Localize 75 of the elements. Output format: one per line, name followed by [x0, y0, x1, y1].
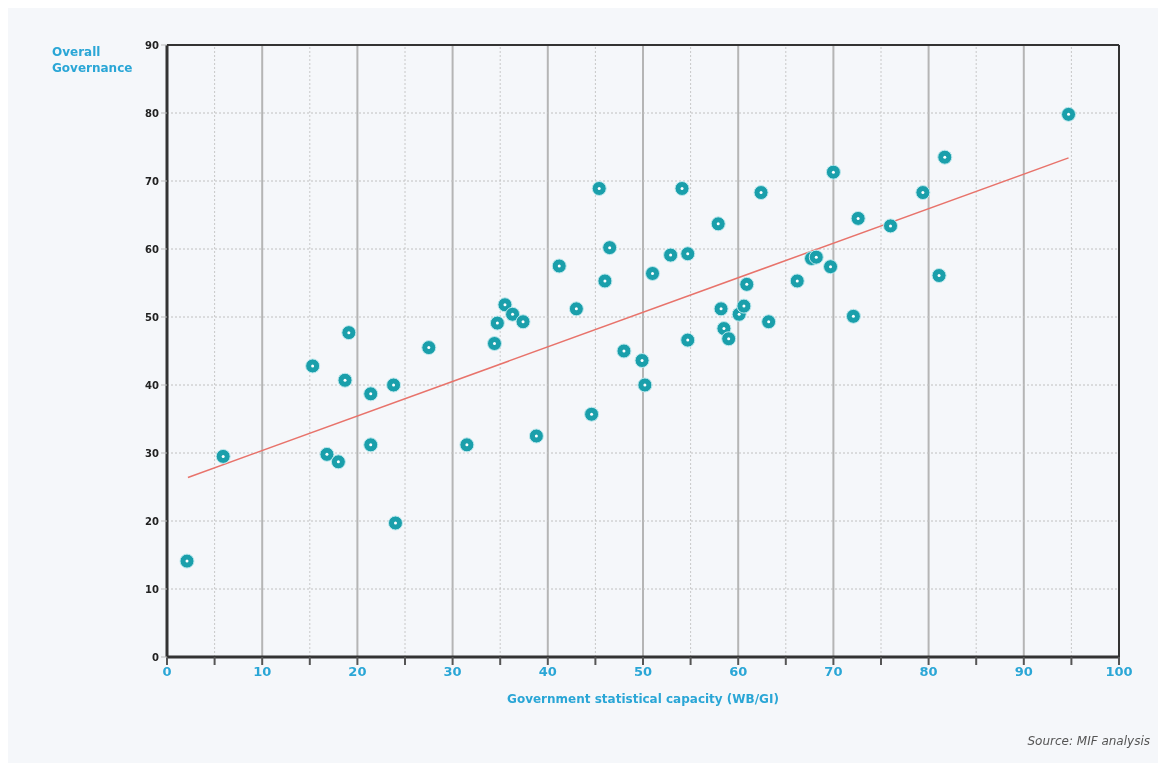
- point: [680, 246, 696, 262]
- point: [387, 515, 403, 531]
- x-tick-label: 40: [538, 664, 557, 680]
- point: [486, 336, 502, 352]
- x-axis-title: Government statistical capacity (WB/GI): [506, 692, 780, 706]
- point: [497, 297, 513, 313]
- point: [597, 273, 613, 289]
- point: [710, 216, 726, 232]
- point: [421, 340, 437, 356]
- point: [825, 164, 841, 180]
- x-tick-label: 80: [919, 664, 938, 680]
- point: [337, 372, 353, 388]
- x-tick-label: 0: [162, 664, 172, 680]
- point: [568, 301, 584, 317]
- y-axis-title: Overall Governance: [52, 44, 134, 76]
- y-tick-label: 40: [145, 379, 160, 391]
- point: [584, 406, 600, 422]
- y-tick-label: 30: [145, 447, 160, 459]
- x-tick-label: 30: [443, 664, 462, 680]
- point: [616, 343, 632, 359]
- point: [739, 276, 755, 292]
- x-tick-label: 90: [1014, 664, 1033, 680]
- point: [721, 331, 737, 347]
- x-tick-label: 70: [824, 664, 843, 680]
- y-tick-label: 70: [145, 175, 160, 187]
- point: [915, 185, 931, 201]
- point: [845, 308, 861, 324]
- point: [736, 298, 752, 314]
- point: [823, 259, 839, 275]
- point: [1061, 106, 1077, 122]
- point: [663, 247, 679, 263]
- x-tick-label: 20: [348, 664, 367, 680]
- point: [713, 301, 729, 317]
- point: [789, 273, 805, 289]
- y-tick-label: 20: [145, 515, 160, 527]
- point: [937, 149, 953, 165]
- point: [528, 428, 544, 444]
- point: [215, 448, 231, 464]
- point: [363, 437, 379, 453]
- point: [674, 180, 690, 196]
- point: [363, 386, 379, 402]
- point: [753, 185, 769, 201]
- y-tick-label: 50: [145, 311, 160, 323]
- x-tick-label: 50: [633, 664, 653, 680]
- point: [489, 315, 505, 331]
- point: [515, 314, 531, 330]
- point: [319, 446, 335, 462]
- point: [341, 325, 357, 341]
- point: [305, 358, 321, 374]
- point: [637, 377, 653, 393]
- x-tick-label: 60: [729, 664, 748, 680]
- point: [179, 553, 195, 569]
- x-tick-label: 100: [1105, 664, 1133, 680]
- point: [645, 265, 661, 281]
- point: [551, 258, 567, 274]
- point: [591, 180, 607, 196]
- point: [634, 353, 650, 369]
- y-tick-label: 60: [145, 243, 160, 255]
- y-tick-label: 90: [145, 39, 160, 51]
- point: [330, 454, 346, 470]
- y-tick-label: 0: [152, 651, 160, 663]
- point: [931, 268, 947, 284]
- x-tick-label: 10: [253, 664, 272, 680]
- point: [505, 306, 521, 322]
- point: [808, 249, 824, 265]
- point: [602, 240, 618, 256]
- point: [883, 218, 899, 234]
- source-note: Source: MIF analysis: [1027, 734, 1150, 748]
- point: [386, 377, 402, 393]
- point: [850, 210, 866, 226]
- y-tick-label: 10: [145, 583, 160, 595]
- y-tick-label: 80: [145, 107, 160, 119]
- point: [459, 437, 475, 453]
- point: [761, 314, 777, 330]
- point: [680, 332, 696, 348]
